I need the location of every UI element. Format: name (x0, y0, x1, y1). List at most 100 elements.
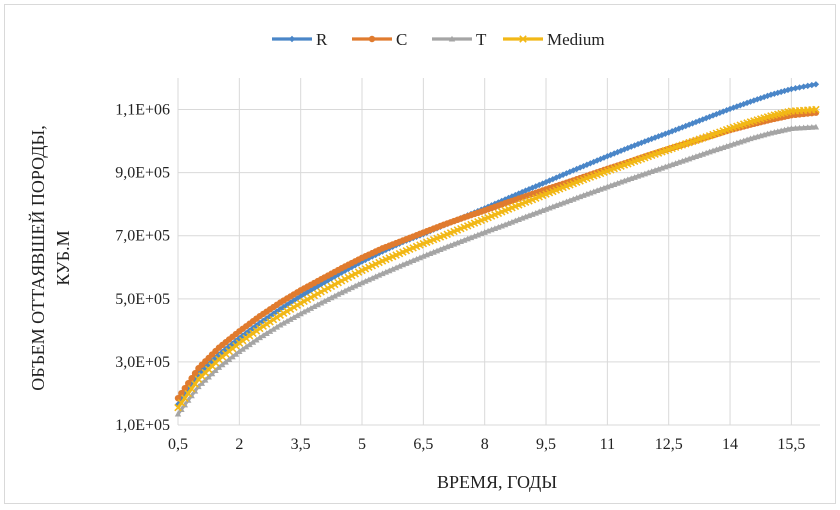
data-point-medium (293, 301, 302, 309)
data-point-t (232, 350, 240, 357)
legend-item-r: R (272, 30, 328, 49)
data-point-r (702, 114, 710, 122)
data-point-r (566, 168, 574, 176)
data-point-r (631, 142, 638, 149)
x-tick-label: 15,5 (777, 436, 805, 453)
data-point-t (345, 286, 352, 292)
data-point-medium (279, 309, 288, 317)
legend-marker-medium (519, 35, 527, 43)
data-point-r (515, 190, 522, 197)
data-point-t (812, 123, 820, 130)
data-point-r (689, 120, 696, 127)
data-point-t (185, 397, 192, 403)
data-point-t (294, 312, 301, 319)
data-point-r (757, 94, 764, 102)
data-point-t (229, 353, 236, 360)
data-point-t (290, 314, 298, 320)
data-point-t (365, 276, 373, 283)
data-point-t (338, 289, 345, 296)
data-point-t (304, 306, 311, 313)
data-point-t (208, 370, 216, 377)
data-point-t (297, 310, 304, 317)
legend-label-c: C (396, 30, 407, 49)
series-line-t (176, 125, 817, 415)
y-axis-ticks: 1,0E+05 3,0E+05 5,0E+05 7,0E+05 9,0E+05 1,1E+… (115, 102, 170, 434)
data-point-c (188, 375, 195, 382)
series-lines (174, 81, 820, 417)
legend-marker-c (368, 35, 376, 43)
data-point-t (307, 305, 315, 311)
data-point-t (202, 376, 209, 383)
y-tick-label: 9,0E+05 (115, 165, 170, 182)
data-point-t (369, 274, 376, 281)
data-point-t (225, 356, 233, 362)
legend: R C T Medium (272, 30, 605, 49)
data-point-t (362, 278, 369, 284)
data-point-medium (286, 305, 295, 313)
x-tick-label: 5 (358, 436, 366, 453)
data-point-r (522, 187, 529, 194)
legend-label-medium: Medium (547, 30, 605, 49)
x-tick-label: 9,5 (536, 436, 556, 453)
data-point-medium (191, 380, 199, 388)
data-point-r (590, 158, 597, 166)
data-point-t (242, 343, 250, 350)
data-point-r (713, 110, 720, 118)
data-point-r (583, 161, 591, 168)
y-axis-title-line-1: ОБЪЕМ ОТТАЯВШЕЙ ПОРОДЫ, (28, 125, 48, 390)
x-tick-label: 12,5 (655, 436, 683, 453)
data-point-r (764, 92, 771, 100)
series-line-c (176, 111, 817, 400)
data-point-r (556, 173, 563, 180)
legend-item-t: T (432, 30, 487, 49)
data-point-medium (262, 320, 271, 328)
series-line-medium (176, 107, 817, 409)
data-point-r (760, 93, 768, 101)
data-point-r (730, 104, 737, 111)
data-point-r (804, 82, 811, 90)
data-point-t (266, 328, 274, 334)
data-point-t (314, 301, 321, 308)
data-point-medium (177, 399, 186, 407)
legend-label-r: R (316, 30, 328, 49)
x-tick-label: 14 (722, 436, 738, 453)
data-point-t (389, 265, 396, 272)
data-point-t (372, 273, 379, 280)
x-tick-label: 3,5 (291, 436, 311, 453)
data-point-t (317, 299, 325, 306)
x-tick-label: 6,5 (413, 436, 433, 453)
data-point-c (178, 389, 185, 397)
x-tick-label: 2 (235, 436, 243, 453)
data-point-medium (256, 324, 264, 333)
data-point-t (205, 373, 212, 380)
data-point-r (549, 175, 557, 183)
data-point-r (800, 83, 807, 90)
data-point-r (532, 183, 540, 190)
legend-item-c: C (352, 30, 407, 49)
data-point-t (379, 270, 386, 277)
data-point-t (222, 358, 229, 365)
data-point-t (321, 297, 328, 304)
data-point-medium (269, 315, 278, 324)
data-point-t (277, 321, 284, 328)
data-point-r (737, 102, 744, 109)
x-axis-title: ВРЕМЯ, ГОДЫ (437, 472, 557, 492)
data-point-t (191, 387, 199, 394)
data-point-t (239, 345, 246, 352)
data-point-r (723, 107, 730, 114)
legend-item-medium: Medium (503, 30, 605, 49)
data-point-t (270, 326, 277, 332)
data-point-r (648, 135, 655, 143)
data-point-r (672, 126, 679, 134)
data-point-medium (259, 322, 267, 331)
y-tick-label: 1,0E+05 (115, 417, 170, 434)
data-point-t (382, 268, 390, 275)
data-point-medium (184, 389, 192, 398)
chart-frame (4, 4, 836, 504)
data-point-medium (174, 403, 182, 412)
data-point-t (341, 287, 349, 294)
data-point-r (542, 178, 550, 186)
data-point-r (771, 90, 778, 97)
x-axis-ticks: 0,5 2 3,5 5 6,5 8 9,5 11 12,5 14 15,5 (168, 436, 805, 453)
data-point-r (812, 81, 820, 88)
